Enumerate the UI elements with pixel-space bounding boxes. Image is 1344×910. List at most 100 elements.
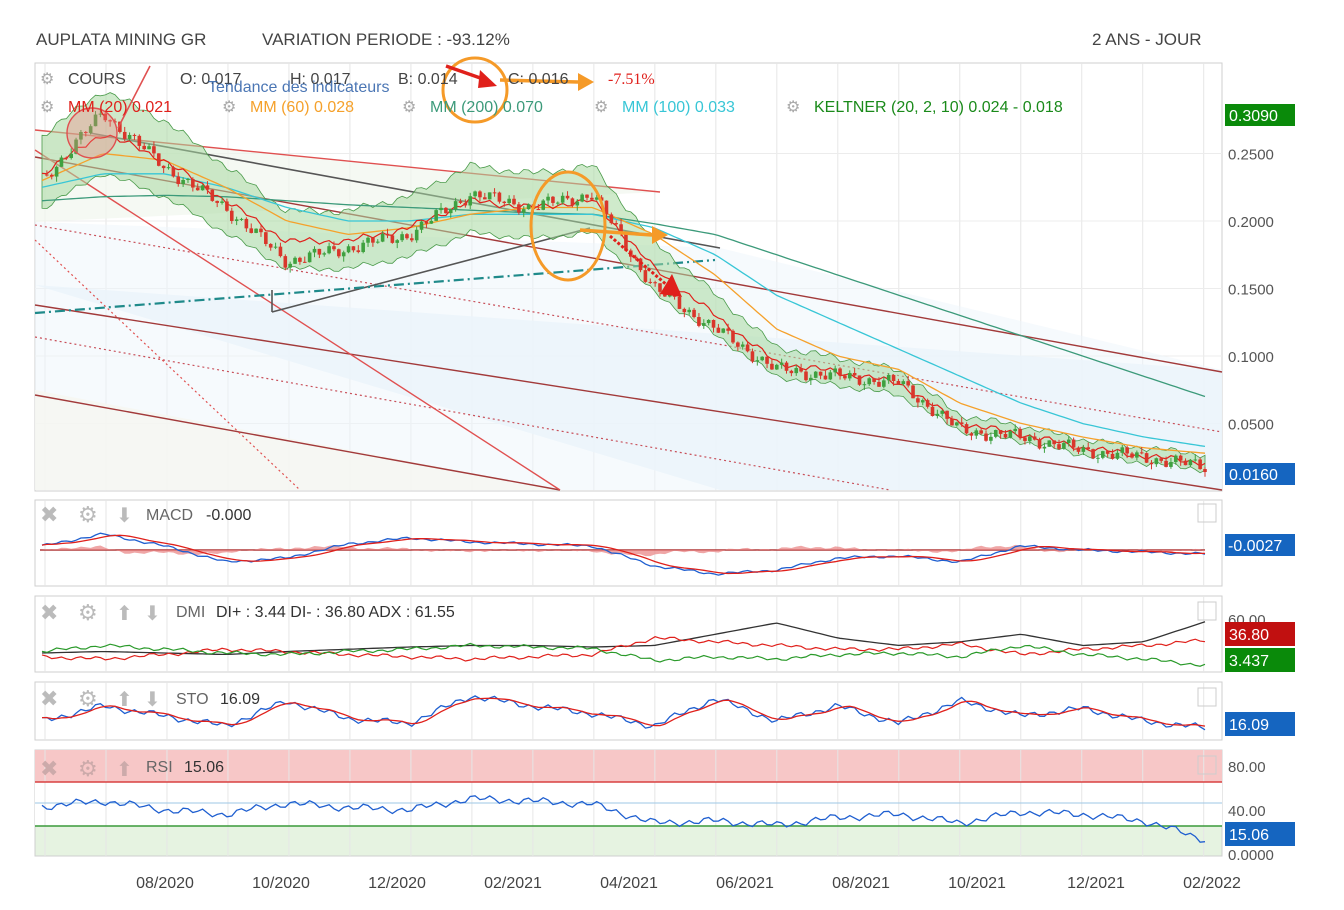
candle-body-226 — [1139, 452, 1144, 454]
candle-body-52 — [293, 257, 297, 264]
candle-body-148 — [760, 356, 764, 361]
candle-body-16 — [118, 121, 122, 132]
close-icon[interactable]: ✖ — [40, 756, 58, 781]
candle-body-163 — [833, 368, 837, 373]
dmi-checkbox[interactable] — [1197, 601, 1217, 621]
arrow-down-icon[interactable]: ⬇ — [144, 603, 161, 625]
candle-body-146 — [750, 351, 755, 362]
candle-body-74 — [400, 234, 404, 241]
candle-body-212 — [1071, 439, 1076, 448]
channel-bottom-line — [34, 394, 561, 491]
legend-change: -7.51% — [608, 71, 655, 88]
candle-body-139 — [716, 327, 721, 333]
candle-body-22 — [147, 146, 151, 150]
candle-body-174 — [886, 375, 891, 381]
arrow-down-icon[interactable]: ⬇ — [144, 689, 161, 711]
candle-body-32 — [195, 187, 200, 191]
legend-close: C: 0.016 — [508, 71, 569, 88]
candle-body-131 — [677, 296, 682, 309]
candle-body-179 — [911, 385, 915, 399]
candle-body-173 — [882, 380, 886, 387]
gear-icon[interactable]: ⚙ — [78, 756, 98, 781]
candle-body-58 — [322, 253, 327, 255]
candle-body-143 — [736, 342, 740, 347]
candle-body-109 — [570, 198, 575, 206]
gear-icon[interactable]: ⚙ — [40, 71, 54, 88]
sto-checkbox[interactable] — [1197, 687, 1217, 707]
arrow-up-icon[interactable]: ⬆ — [116, 759, 133, 781]
candle-body-238 — [1198, 459, 1202, 470]
dmi-panel — [34, 595, 1223, 673]
candle-body-104 — [546, 196, 550, 201]
candle-body-78 — [419, 221, 424, 230]
candle-body-167 — [852, 372, 857, 376]
rsi-overbought-zone — [35, 750, 1222, 782]
candle-body-103 — [541, 200, 546, 210]
close-icon[interactable]: ✖ — [40, 686, 58, 711]
candle-body-114 — [594, 197, 599, 200]
candle-body-50 — [283, 256, 288, 268]
sto-value: 16.09 — [220, 691, 260, 708]
candle-body-93 — [492, 192, 497, 194]
candle-body-60 — [332, 246, 336, 250]
legend-orange-arrow — [499, 78, 579, 84]
macd-signal-line — [41, 534, 1205, 575]
candle-body-144 — [740, 344, 745, 347]
candle-body-36 — [215, 200, 219, 203]
gear-icon[interactable]: ⚙ — [222, 99, 236, 116]
legend-low: B: 0.014 — [398, 71, 458, 88]
x-tick-4: 04/2021 — [600, 875, 658, 892]
candle-body-75 — [405, 234, 409, 239]
candle-body-165 — [843, 375, 847, 379]
gear-icon[interactable]: ⚙ — [78, 686, 98, 711]
candle-body-1 — [45, 174, 49, 176]
candle-body-166 — [847, 372, 852, 379]
close-icon[interactable]: ✖ — [40, 600, 58, 625]
candle-body-137 — [706, 319, 711, 324]
steep-dotted-line — [34, 239, 301, 491]
sto-grid — [44, 682, 1205, 740]
candle-body-53 — [298, 257, 302, 262]
arrow-up-icon[interactable]: ⬆ — [116, 603, 133, 625]
dmi-minus-badge-label: 36.80 — [1229, 627, 1269, 644]
arrow-down-icon[interactable]: ⬇ — [116, 505, 133, 527]
candle-body-97 — [512, 198, 516, 205]
candle-body-89 — [473, 191, 477, 197]
candle-body-37 — [220, 201, 224, 203]
candle-body-30 — [186, 178, 190, 180]
sto-label: STO — [176, 691, 209, 708]
candle-body-215 — [1086, 447, 1091, 450]
candle-body-154 — [789, 370, 794, 374]
gear-icon[interactable]: ⚙ — [78, 502, 98, 527]
candle-body-216 — [1091, 449, 1095, 459]
candle-body-71 — [385, 233, 390, 236]
candle-body-155 — [794, 368, 799, 374]
macd-value: -0.000 — [206, 507, 251, 524]
candle-body-98 — [517, 204, 521, 213]
candle-body-156 — [799, 368, 803, 372]
candle-body-65 — [356, 250, 361, 253]
gear-icon[interactable]: ⚙ — [40, 99, 54, 116]
macd-checkbox[interactable] — [1197, 503, 1217, 523]
period-selector[interactable]: 2 ANS - JOUR — [1092, 30, 1202, 49]
candle-body-90 — [478, 191, 482, 198]
candle-body-66 — [361, 242, 365, 253]
candle-body-219 — [1105, 451, 1110, 454]
candle-body-145 — [745, 344, 750, 352]
gear-icon[interactable]: ⚙ — [78, 600, 98, 625]
breakout-ellipse — [529, 170, 607, 282]
channel-fill-2 — [35, 222, 1222, 490]
legend-cours: COURS — [68, 71, 126, 88]
gear-icon[interactable]: ⚙ — [594, 99, 608, 116]
arrow-up-icon[interactable]: ⬆ — [116, 689, 133, 711]
price-tick-1: 0.2000 — [1228, 214, 1274, 231]
rsi-checkbox[interactable] — [1197, 755, 1217, 775]
gear-icon[interactable]: ⚙ — [402, 99, 416, 116]
candle-body-168 — [857, 375, 862, 385]
gear-icon[interactable]: ⚙ — [786, 99, 800, 116]
candle-body-123 — [638, 258, 643, 271]
candle-body-73 — [395, 240, 400, 243]
drop-dotted-arrow — [609, 234, 669, 288]
candle-body-153 — [784, 362, 789, 371]
close-icon[interactable]: ✖ — [40, 502, 58, 527]
